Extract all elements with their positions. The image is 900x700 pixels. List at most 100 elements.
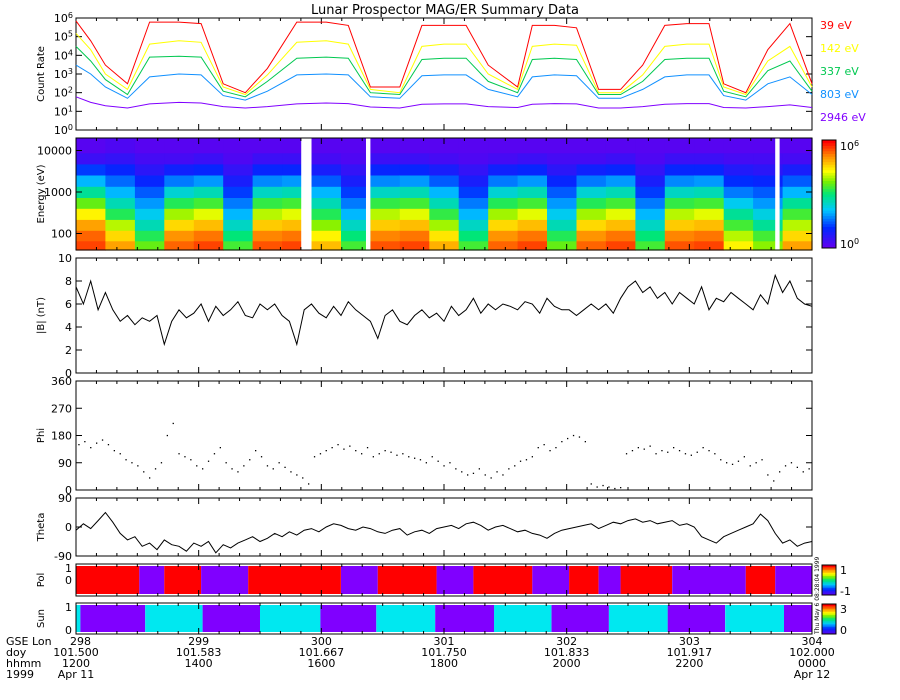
spectrogram-cell xyxy=(311,230,342,242)
spectrogram-cell xyxy=(517,186,548,198)
spectrogram-cell xyxy=(635,138,666,154)
colorbar-frame xyxy=(821,139,837,249)
phi-point xyxy=(455,468,457,470)
pol-colorbar-cell xyxy=(822,583,836,585)
phi-point xyxy=(414,457,416,459)
footer-row-label: GSE Lon xyxy=(6,635,52,648)
sun-colorbar-cell xyxy=(822,626,836,629)
theta-ytick-label: -90 xyxy=(54,550,72,563)
spectrogram-ytick-label: 10000 xyxy=(37,144,72,157)
spectrogram-cell xyxy=(635,186,666,198)
spectrogram-cell xyxy=(223,197,254,209)
spectrogram-cell xyxy=(341,240,371,251)
spectrogram-cell xyxy=(429,174,460,187)
phi-point xyxy=(143,471,145,473)
colorbar-cell xyxy=(822,239,836,244)
phi-point xyxy=(160,462,163,464)
sun-segment xyxy=(784,605,812,632)
phi-point xyxy=(608,486,610,488)
sun-colorbar-cell xyxy=(822,617,836,620)
spectrogram-cell xyxy=(547,152,577,165)
phi-point xyxy=(225,462,227,464)
watermark: Thu May 6 08:28:04 1999 xyxy=(814,556,821,635)
count-rate-ytick-label: 102 xyxy=(54,86,73,100)
spectrogram-cell xyxy=(488,163,519,176)
pol-colorbar-cell xyxy=(822,575,836,578)
footer-date: Apr 11 xyxy=(58,668,95,681)
phi-point xyxy=(490,477,492,479)
theta-panel: Theta -90 0 90 xyxy=(36,492,813,563)
spectrogram-cell xyxy=(782,240,813,251)
pol-colorbar-cell xyxy=(822,586,836,588)
footer-date: Apr 12 xyxy=(794,668,831,681)
spectrogram-cell xyxy=(723,174,754,187)
colorbar-cell xyxy=(822,231,836,235)
count-rate-ylabel: Count Rate xyxy=(36,46,47,102)
spectrogram-cell xyxy=(547,208,577,220)
spectrogram-cell xyxy=(370,208,401,220)
spectrogram-cell xyxy=(134,152,165,165)
spectrogram-cell xyxy=(223,138,254,154)
phi-point xyxy=(243,465,245,467)
colorbar-cell xyxy=(822,194,836,198)
phi-point xyxy=(107,444,110,446)
phi-point xyxy=(525,459,528,461)
spectrogram-cell xyxy=(399,152,430,165)
phi-point xyxy=(113,450,115,452)
colorbar-cell xyxy=(822,153,836,157)
spectrogram-cell xyxy=(488,138,519,154)
spectrogram-cell xyxy=(370,174,401,187)
spectrogram-cell xyxy=(458,152,489,165)
phi-point xyxy=(137,465,139,467)
spectrogram-cell xyxy=(753,208,784,220)
phi-point xyxy=(290,471,292,473)
phi-point xyxy=(790,462,793,464)
sun-ylabel: Sun xyxy=(36,609,47,628)
phi-point xyxy=(213,453,216,455)
spectrogram-cell xyxy=(782,186,813,198)
spectrogram-cell xyxy=(576,186,607,198)
spectrogram-cell xyxy=(193,230,224,242)
spectrogram-cell xyxy=(517,152,548,165)
phi-point xyxy=(696,451,698,453)
phi-point xyxy=(673,447,675,449)
phi-point xyxy=(278,462,280,464)
theta-ytick-label: 90 xyxy=(58,492,72,505)
phi-point xyxy=(172,422,174,425)
phi-point xyxy=(678,450,681,452)
spectrogram-cell xyxy=(458,219,489,231)
sun-segment xyxy=(76,605,81,632)
spectrogram-cell xyxy=(605,174,636,187)
footer-doy: 102.000 xyxy=(789,646,835,659)
phi-point xyxy=(272,468,274,470)
spectrogram-cell xyxy=(164,163,195,176)
spectrogram-cell xyxy=(341,197,371,209)
sun-segment xyxy=(80,605,146,632)
footer-hhmm: 2200 xyxy=(675,657,703,670)
sun-segment xyxy=(202,605,260,632)
spectrogram-cell xyxy=(311,163,342,176)
colorbar-cell xyxy=(822,212,836,217)
spectrogram-cell xyxy=(429,208,460,220)
spectrogram-cell xyxy=(399,163,430,176)
pol-colorbar-cell xyxy=(822,580,836,582)
phi-point xyxy=(461,471,463,473)
phi-point xyxy=(625,453,628,455)
spectrogram-cell xyxy=(547,163,577,176)
spectrogram-cell xyxy=(517,208,548,220)
phi-point xyxy=(567,437,569,440)
spectrogram-cell xyxy=(429,219,460,231)
spectrogram-cell xyxy=(694,186,725,198)
spectrogram-cell xyxy=(664,174,695,187)
spectrogram-cell xyxy=(635,163,666,176)
spectrogram-cell xyxy=(635,208,666,220)
spectrogram-cell xyxy=(576,138,607,154)
spectrogram-cell xyxy=(105,240,136,251)
colorbar-cell xyxy=(822,223,836,227)
spectrogram-cell xyxy=(694,219,725,231)
footer-lon: 301 xyxy=(434,635,455,648)
spectrogram-cell xyxy=(134,186,165,198)
spectrogram-cell xyxy=(282,174,313,187)
phi-frame xyxy=(75,380,813,491)
spectrogram-cell xyxy=(782,174,813,187)
